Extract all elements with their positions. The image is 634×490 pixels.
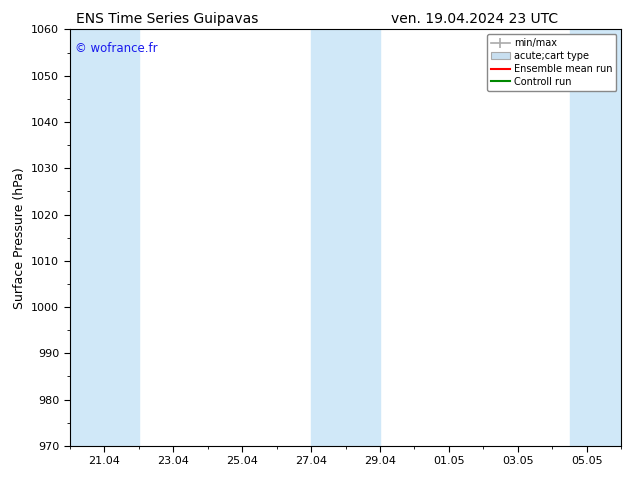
Text: ven. 19.04.2024 23 UTC: ven. 19.04.2024 23 UTC <box>391 12 558 26</box>
Text: ENS Time Series Guipavas: ENS Time Series Guipavas <box>76 12 259 26</box>
Legend: min/max, acute;cart type, Ensemble mean run, Controll run: min/max, acute;cart type, Ensemble mean … <box>487 34 616 91</box>
Text: © wofrance.fr: © wofrance.fr <box>75 42 158 55</box>
Bar <box>70 29 139 446</box>
Bar <box>311 29 380 446</box>
Y-axis label: Surface Pressure (hPa): Surface Pressure (hPa) <box>13 167 25 309</box>
Bar <box>569 29 634 446</box>
